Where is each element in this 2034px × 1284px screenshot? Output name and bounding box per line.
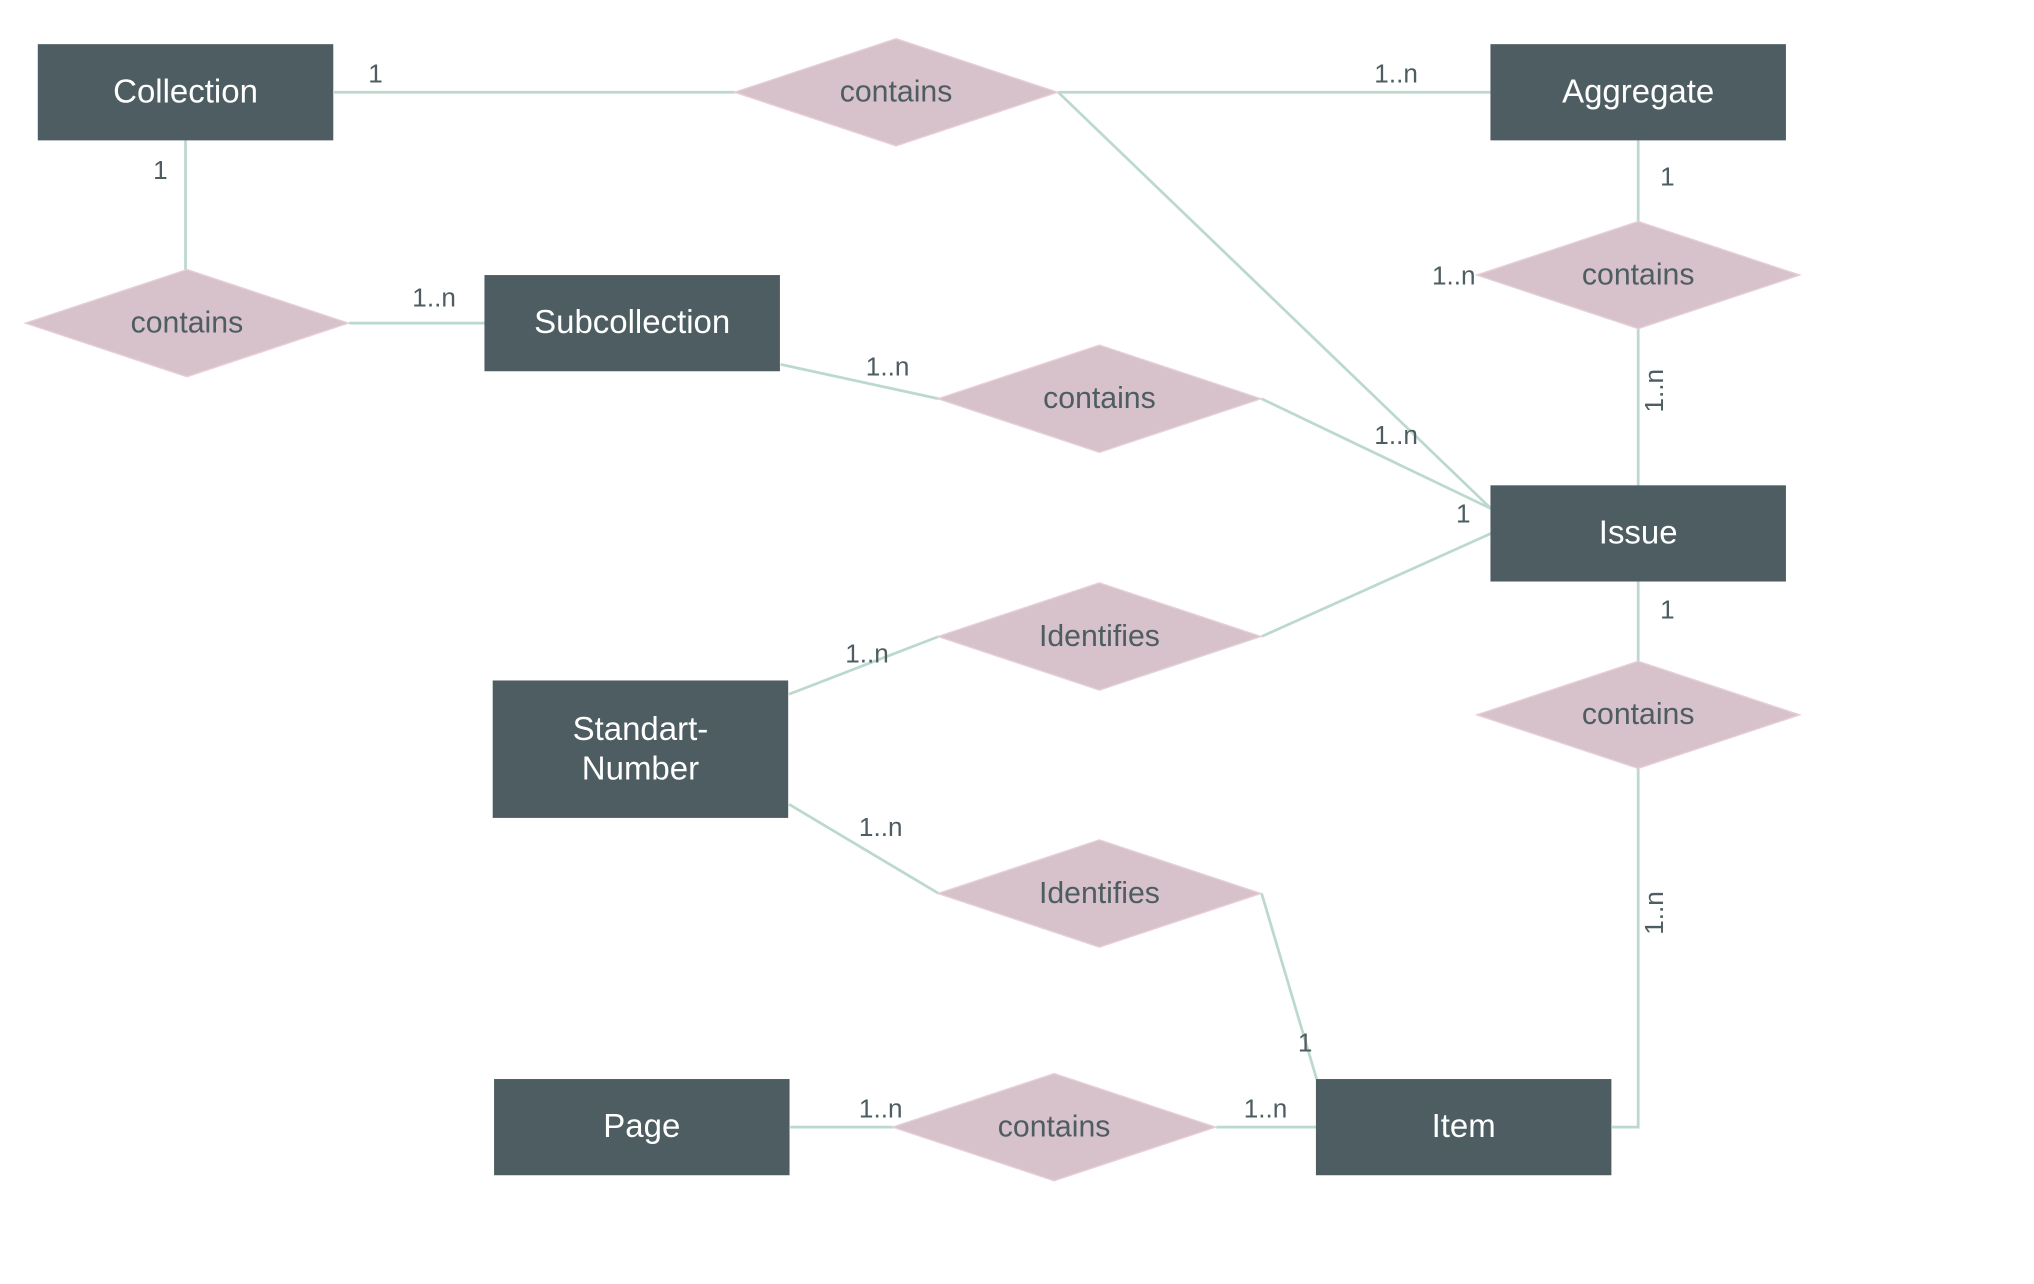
entities-layer: Collection Aggregate Subcollection Issue Sta… xyxy=(38,44,1786,1175)
cardinality-0: 1 xyxy=(368,59,383,89)
relationship-label-r_std_iss: Identifies xyxy=(1039,620,1160,653)
cardinality-15: 1..n xyxy=(859,1094,903,1124)
er-diagram: contains contains contains contains Identifi… xyxy=(0,0,2034,1284)
relationships-layer: contains contains contains contains Identifi… xyxy=(25,39,1799,1181)
edge-8 xyxy=(1058,92,1491,508)
edge-10 xyxy=(1262,533,1492,636)
cardinality-9: 1..n xyxy=(845,639,889,669)
entity-standart: Standart-Number xyxy=(493,680,788,817)
cardinality-16: 1..n xyxy=(1244,1094,1288,1124)
cardinality-13: 1..n xyxy=(859,812,903,842)
cardinality-11: 1 xyxy=(1660,595,1675,625)
edge-6 xyxy=(781,364,939,398)
relationship-label-r_agg_iss: contains xyxy=(1582,258,1695,291)
relationship-r_sub_iss: contains xyxy=(938,345,1261,452)
cardinality-2: 1 xyxy=(153,155,168,185)
relationship-r_pg_itm: contains xyxy=(893,1074,1216,1181)
cardinalities-layer: 1 1..n 1 1..n 1 1..n 1..n 1..n 1..n 1..n 1 1 1..n 1..… xyxy=(153,59,1675,1124)
cardinality-7: 1..n xyxy=(1374,420,1418,450)
relationship-label-r_iss_itm: contains xyxy=(1582,698,1695,731)
entity-label-collection: Collection xyxy=(113,72,258,109)
entity-subcollection: Subcollection xyxy=(484,275,779,371)
relationship-label-r_pg_itm: contains xyxy=(998,1110,1111,1143)
cardinality-6: 1..n xyxy=(866,351,910,381)
entity-label-page: Page xyxy=(603,1107,680,1144)
entity-page: Page xyxy=(494,1079,789,1175)
entity-label-subcollection: Subcollection xyxy=(534,303,730,340)
entity-label-aggregate: Aggregate xyxy=(1562,72,1714,109)
entity-collection: Collection xyxy=(38,44,333,140)
cardinality-1: 1..n xyxy=(1374,59,1418,89)
cardinality-8: 1..n xyxy=(1432,261,1476,291)
relationship-r_coll_sub: contains xyxy=(25,270,348,377)
cardinality-10: 1 xyxy=(1456,498,1471,528)
entity-label-issue: Issue xyxy=(1599,514,1678,551)
relationship-label-r_coll_sub: contains xyxy=(131,307,244,340)
relationship-r_iss_itm: contains xyxy=(1477,661,1800,768)
relationship-label-r_coll_agg: contains xyxy=(840,76,953,109)
entity-issue: Issue xyxy=(1490,485,1785,581)
entity-aggregate: Aggregate xyxy=(1490,44,1785,140)
relationship-r_agg_iss: contains xyxy=(1477,221,1800,328)
relationship-label-r_sub_iss: contains xyxy=(1043,382,1156,415)
cardinality-4: 1 xyxy=(1660,162,1675,192)
entity-label-item: Item xyxy=(1432,1107,1496,1144)
er-diagram-svg: contains contains contains contains Identifi… xyxy=(0,0,2034,1284)
relationship-r_coll_agg: contains xyxy=(735,39,1058,146)
relationship-label-r_std_itm: Identifies xyxy=(1039,877,1160,910)
edge-12 xyxy=(1612,768,1638,1127)
entity-item: Item xyxy=(1316,1079,1611,1175)
edges-layer xyxy=(186,92,1639,1127)
cardinality-5: 1..n xyxy=(1639,369,1669,413)
cardinality-14: 1 xyxy=(1298,1028,1313,1058)
edge-7 xyxy=(1262,399,1492,509)
cardinality-12: 1..n xyxy=(1639,891,1669,935)
relationship-r_std_itm: Identifies xyxy=(938,840,1261,947)
relationship-r_std_iss: Identifies xyxy=(938,583,1261,690)
cardinality-3: 1..n xyxy=(412,283,456,313)
